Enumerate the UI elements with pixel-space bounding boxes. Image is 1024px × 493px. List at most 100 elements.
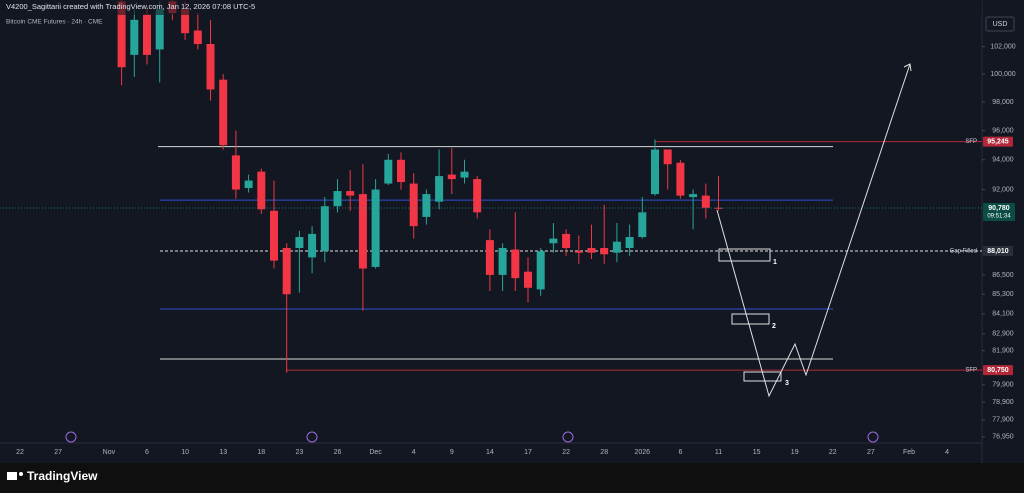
- candle-body: [181, 9, 190, 34]
- candle-body: [689, 194, 698, 198]
- candle-body: [511, 249, 520, 279]
- candle-body: [219, 79, 228, 146]
- candle-body: [384, 159, 393, 184]
- y-tick-label: 78,900: [992, 399, 1014, 406]
- price-badge: [983, 365, 1013, 376]
- x-tick-label: 4: [412, 449, 416, 456]
- candle-body: [143, 14, 151, 55]
- annotation: 2: [772, 323, 776, 330]
- price-badge-label: 80,750: [987, 367, 1009, 374]
- x-tick-label: 13: [219, 449, 227, 456]
- arrow-head: [903, 63, 912, 72]
- y-tick-label: 100,000: [990, 71, 1015, 78]
- candle-body: [295, 237, 304, 248]
- candle-body: [498, 247, 507, 275]
- x-tick-label: 22: [562, 449, 570, 456]
- candle-body: [422, 194, 431, 217]
- x-tick-label: 27: [867, 449, 875, 456]
- candle-body: [371, 189, 380, 267]
- candle-body: [714, 207, 723, 209]
- candle-body: [333, 191, 342, 207]
- x-tick-label: 22: [16, 449, 24, 456]
- x-tick-label: 14: [486, 449, 494, 456]
- y-tick-label: 94,000: [992, 157, 1014, 164]
- target-box: [743, 371, 782, 382]
- y-tick-label: 79,900: [992, 382, 1014, 389]
- x-tick-label: 17: [524, 449, 532, 456]
- candle-body: [409, 183, 418, 227]
- candle-body: [155, 9, 164, 50]
- candle-body: [397, 159, 405, 183]
- price-badge-label: 88,010: [987, 248, 1009, 255]
- last-price-badge: [983, 203, 1015, 222]
- x-tick-label: Dec: [369, 449, 382, 456]
- candle-body: [460, 171, 469, 178]
- candle-body: [282, 247, 291, 295]
- candle-body: [358, 194, 367, 269]
- level-tag: Gap Filled: [950, 249, 977, 255]
- x-tick-label: 19: [791, 449, 799, 456]
- x-tick-label: 6: [145, 449, 149, 456]
- x-tick-label: 28: [600, 449, 608, 456]
- annotation: 1: [773, 259, 777, 266]
- candle-body: [447, 174, 456, 180]
- candle-body: [676, 162, 685, 196]
- price-badge: [983, 136, 1013, 147]
- x-tick-label: 27: [54, 449, 62, 456]
- annotation: 3: [785, 380, 789, 387]
- x-tick-label: 22: [829, 449, 837, 456]
- candle-body: [651, 149, 659, 195]
- x-tick-label: 23: [296, 449, 304, 456]
- x-tick-label: 9: [450, 449, 454, 456]
- price-badge-label: 95,245: [987, 138, 1009, 145]
- footer: [0, 463, 1024, 493]
- candle-body: [562, 233, 571, 248]
- x-tick-label: 15: [753, 449, 761, 456]
- candle-body: [193, 30, 202, 44]
- x-tick-label: 26: [334, 449, 342, 456]
- projection-path: [716, 63, 911, 398]
- candle-body: [206, 43, 215, 90]
- y-tick-label: 102,000: [990, 44, 1015, 51]
- header-title: V4200_Sagittarii created with TradingVie…: [6, 2, 255, 11]
- target-box: [718, 248, 771, 262]
- candle-body: [231, 155, 240, 190]
- x-tick-label: Nov: [103, 449, 116, 456]
- target-box: [731, 313, 770, 325]
- price-badge: [983, 245, 1013, 256]
- currency-box[interactable]: [985, 16, 1015, 32]
- y-tick-label: 96,000: [992, 127, 1014, 134]
- candle-body: [270, 210, 278, 261]
- header-bg: [0, 0, 982, 15]
- y-tick-label: 86,500: [992, 272, 1014, 279]
- candle-body: [574, 251, 583, 253]
- level-tag: SFP: [965, 368, 977, 374]
- y-tick-label: 98,000: [992, 99, 1014, 106]
- plot: [0, 0, 982, 373]
- y-tick-label: 84,100: [992, 311, 1014, 318]
- candle-body: [536, 251, 545, 290]
- level-tag: SFP: [965, 139, 977, 145]
- symbol: Bitcoin CME Futures · 24h · CME: [6, 19, 103, 26]
- last-price-label: 90,780: [988, 205, 1010, 212]
- candle-body: [701, 195, 710, 208]
- candle-body: [663, 149, 672, 165]
- y-tick-label: 85,300: [992, 291, 1014, 298]
- candle-body: [549, 238, 558, 244]
- candle-body: [130, 19, 139, 55]
- currency[interactable]: USD: [993, 21, 1008, 28]
- logo: [7, 472, 23, 480]
- y-tick-label: 81,900: [992, 347, 1014, 354]
- brand: TradingView: [27, 469, 98, 483]
- candle-body: [473, 179, 482, 213]
- x-tick-label: 6: [678, 449, 682, 456]
- x-tick-label: 18: [257, 449, 265, 456]
- candle-body: [244, 180, 253, 189]
- y-tick-label: 92,000: [992, 186, 1014, 193]
- y-tick-label: 82,900: [992, 331, 1014, 338]
- candle-body: [485, 240, 494, 275]
- candle-body: [117, 1, 126, 68]
- candle-body: [435, 176, 444, 202]
